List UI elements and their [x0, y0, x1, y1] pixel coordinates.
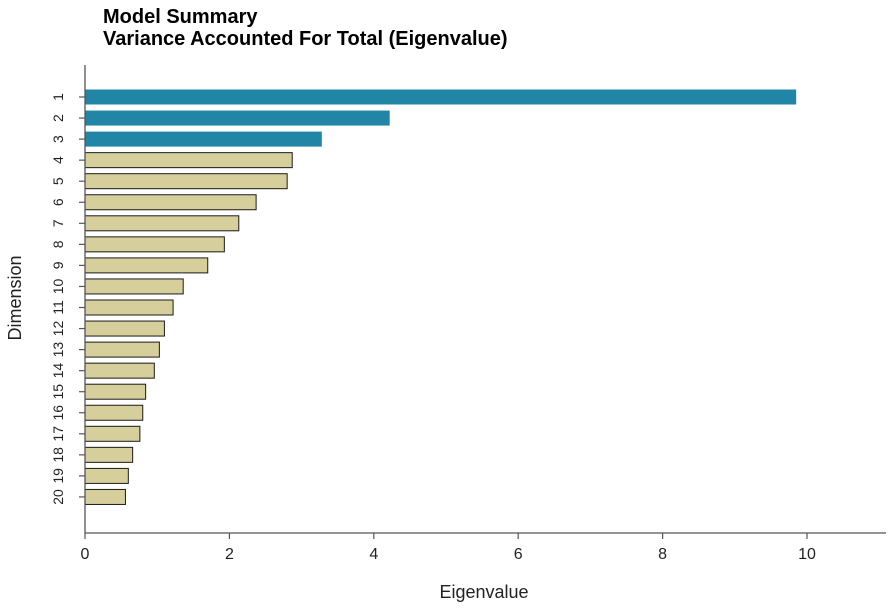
bar-dimension-11 [84, 299, 174, 316]
x-tick-label: 8 [658, 546, 667, 563]
bar-dimension-19 [84, 467, 129, 484]
y-tick-label: 17 [50, 426, 66, 442]
chart-title-block: Model Summary Variance Accounted For Tot… [103, 6, 508, 50]
bar-dimension-16 [84, 404, 144, 421]
chart-subtitle: Variance Accounted For Total (Eigenvalue… [103, 28, 508, 50]
bar-dimension-10 [84, 278, 184, 295]
y-axis-label: Dimension [5, 255, 25, 340]
bar-dimension-2 [85, 110, 390, 126]
bar-dimension-3 [85, 131, 322, 147]
bar-dimension-17 [84, 425, 141, 442]
x-tick-label: 10 [798, 546, 816, 563]
y-tick-label: 20 [50, 489, 66, 505]
x-axis-label: Eigenvalue [439, 582, 528, 602]
bar-dimension-1 [85, 89, 797, 105]
bar-dimension-5 [84, 173, 288, 190]
bar-dimension-15 [84, 383, 147, 400]
bar-dimension-14 [84, 362, 155, 379]
y-tick-label: 6 [50, 198, 66, 206]
y-tick-label: 4 [50, 156, 66, 164]
bar-dimension-6 [84, 194, 257, 211]
y-tick-label: 2 [50, 114, 66, 122]
y-tick-label: 19 [50, 468, 66, 484]
bars-group [84, 89, 797, 505]
bar-dimension-18 [84, 446, 134, 463]
y-tick-label: 10 [50, 278, 66, 294]
y-tick-label: 13 [50, 342, 66, 358]
bar-dimension-20 [84, 488, 126, 505]
y-tick-label: 12 [50, 321, 66, 337]
x-tick-label: 4 [369, 546, 378, 563]
x-tick-label: 2 [225, 546, 234, 563]
y-tick-label: 7 [50, 219, 66, 227]
x-tick-label: 6 [514, 546, 523, 563]
bar-dimension-8 [84, 236, 225, 253]
bar-dimension-9 [84, 257, 209, 274]
x-tick-label: 0 [81, 546, 90, 563]
bar-dimension-4 [84, 152, 293, 169]
y-tick-label: 18 [50, 447, 66, 463]
y-tick-label: 9 [50, 261, 66, 269]
y-tick-label: 14 [50, 363, 66, 379]
bar-dimension-12 [84, 320, 165, 337]
bar-dimension-7 [84, 215, 240, 232]
y-tick-label: 8 [50, 240, 66, 248]
y-tick-label: 1 [50, 93, 66, 101]
y-tick-label: 5 [50, 177, 66, 185]
y-tick-label: 15 [50, 384, 66, 400]
y-tick-label: 11 [50, 300, 66, 315]
y-tick-label: 3 [50, 135, 66, 143]
bar-dimension-13 [84, 341, 160, 358]
y-tick-label: 16 [50, 405, 66, 421]
chart-title: Model Summary [103, 6, 258, 28]
